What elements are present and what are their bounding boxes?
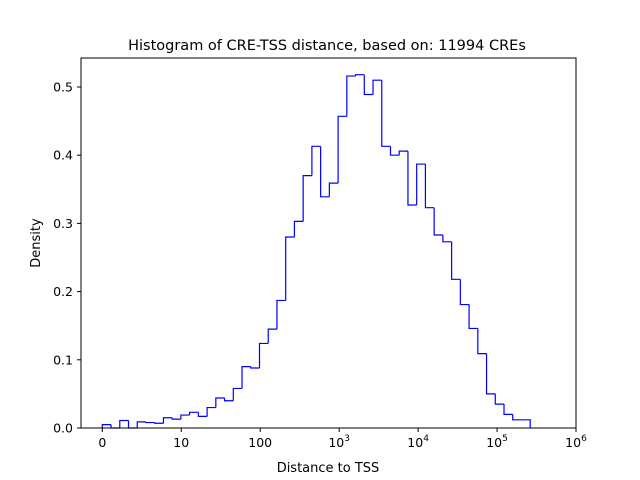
histogram-bin <box>302 175 312 222</box>
histogram-bin <box>215 397 225 408</box>
histogram-bin <box>232 387 243 401</box>
x-tick-label: 105 <box>486 434 508 450</box>
histogram-bin <box>241 366 251 389</box>
histogram-bin <box>521 419 531 428</box>
histogram-bin <box>250 366 260 369</box>
histogram-bin <box>503 404 513 415</box>
histogram-bin <box>398 150 408 156</box>
histogram-bin <box>285 236 295 301</box>
x-axis-label: Distance to TSS <box>277 461 380 476</box>
histogram-bin <box>459 279 470 306</box>
histogram-bin <box>145 421 155 424</box>
axis-ticks: 0 10 100 103 104 105 106 0.0 0.1 0.2 0.3 0.4 0.5 <box>53 79 587 450</box>
histogram-bin <box>346 75 356 117</box>
x-tick-label: 106 <box>565 434 587 450</box>
x-tick-label: 0 <box>98 435 106 450</box>
y-tick-label: 0.5 <box>53 79 73 94</box>
histogram-bin <box>354 74 365 77</box>
histogram-bin <box>110 424 120 429</box>
y-tick-label: 0.1 <box>53 352 73 367</box>
y-tick-label: 0.2 <box>53 284 73 299</box>
histogram-bin <box>433 207 443 236</box>
histogram-bin <box>494 393 505 405</box>
histogram-bin <box>320 146 330 198</box>
histogram-bin <box>468 304 478 330</box>
histogram-bin <box>154 422 164 424</box>
histogram-bin <box>381 80 391 147</box>
histogram-bin <box>512 414 522 421</box>
histogram-bin <box>389 146 400 156</box>
x-tick-label: 104 <box>407 434 429 450</box>
y-tick-label: 0.0 <box>53 421 73 436</box>
histogram-bin <box>189 411 199 416</box>
histogram-bin <box>206 406 216 417</box>
histogram-bin <box>372 79 382 95</box>
histogram-bin <box>328 182 339 197</box>
histogram-bins <box>101 74 531 429</box>
histogram-bin <box>171 417 181 420</box>
x-tick-label: 100 <box>248 435 272 450</box>
histogram-bin <box>311 145 321 176</box>
plot-frame <box>80 57 577 429</box>
chart-title: Histogram of CRE-TSS distance, based on:… <box>128 38 526 54</box>
histogram-bin <box>407 151 417 206</box>
x-tick-label: 103 <box>328 434 350 450</box>
histogram-bin <box>416 163 426 205</box>
histogram-bin <box>276 299 286 330</box>
histogram-bin <box>293 220 304 238</box>
histogram-bin <box>197 412 208 418</box>
y-axis-label: Density <box>29 218 44 268</box>
histogram-bin <box>223 397 234 402</box>
histogram-bin <box>101 423 112 428</box>
histogram-bin <box>180 414 190 420</box>
y-tick-label: 0.4 <box>53 148 73 163</box>
histogram-bin <box>127 420 138 429</box>
histogram-bin <box>363 74 374 96</box>
histogram-bin <box>119 419 129 428</box>
histogram-bin <box>267 328 277 344</box>
histogram-bin <box>485 353 496 395</box>
histogram-bin <box>451 241 461 280</box>
histogram-bin <box>136 421 146 428</box>
histogram-bin <box>424 164 435 209</box>
y-tick-label: 0.3 <box>53 216 73 231</box>
histogram-bin <box>442 234 452 243</box>
histogram-bin <box>337 115 347 184</box>
histogram-bin <box>162 417 173 424</box>
x-tick-label: 10 <box>173 435 189 450</box>
histogram-bin <box>258 342 269 368</box>
histogram-bin <box>477 328 487 355</box>
